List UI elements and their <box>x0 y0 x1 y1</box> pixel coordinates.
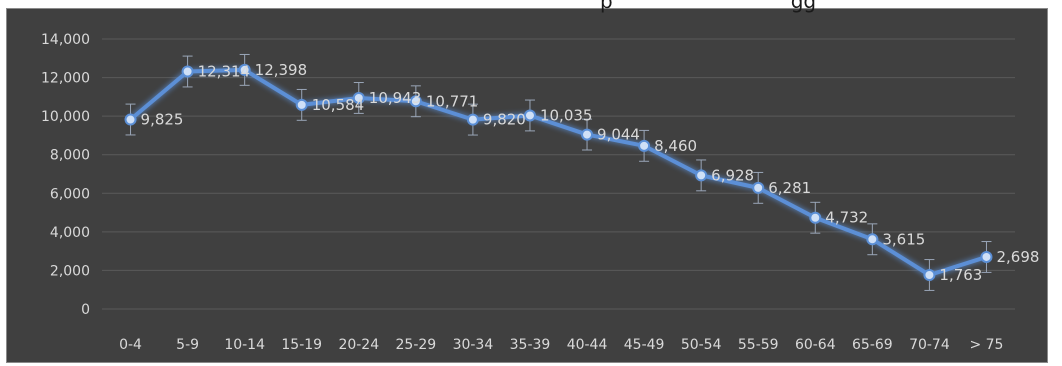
y-tick-label: 0 <box>81 302 90 318</box>
x-tick-label: 5-9 <box>176 337 199 353</box>
x-tick-label: 30-34 <box>453 337 494 353</box>
data-point <box>752 181 765 194</box>
data-label: 4,732 <box>825 209 868 227</box>
data-label: 1,763 <box>939 266 982 284</box>
data-point <box>352 91 365 104</box>
x-tick-label: 20-24 <box>338 337 379 353</box>
title-strip: p gg <box>600 0 816 13</box>
data-label: 9,044 <box>597 126 640 144</box>
series-line <box>129 67 988 277</box>
data-label: 3,615 <box>882 230 925 248</box>
x-tick-label: 50-54 <box>681 337 722 353</box>
data-label: 2,698 <box>996 248 1039 266</box>
data-label: 10,584 <box>312 96 365 114</box>
x-tick-label: 70-74 <box>909 337 950 353</box>
x-tick-label: 15-19 <box>281 337 322 353</box>
data-label: 9,820 <box>483 111 526 129</box>
error-bars <box>125 53 992 291</box>
x-tick-label: 10-14 <box>224 337 265 353</box>
x-tick-label: 65-69 <box>852 337 893 353</box>
data-point <box>866 233 879 246</box>
data-point <box>238 63 251 76</box>
x-tick-label: 25-29 <box>396 337 437 353</box>
data-label: 10,035 <box>540 106 593 124</box>
data-label: 10,943 <box>369 89 422 107</box>
data-markers <box>124 63 993 281</box>
data-point <box>923 268 936 281</box>
x-tick-label: > 75 <box>969 337 1003 353</box>
data-point <box>980 250 993 263</box>
y-tick-label: 14,000 <box>41 32 90 48</box>
data-label: 6,281 <box>768 179 811 197</box>
y-tick-label: 2,000 <box>50 263 90 279</box>
data-label: 12,398 <box>255 61 308 79</box>
series-polyline <box>129 67 988 277</box>
data-label: 8,460 <box>654 137 697 155</box>
x-tick-label: 55-59 <box>738 337 779 353</box>
x-tick-label: 45-49 <box>624 337 665 353</box>
data-point <box>181 65 194 78</box>
data-point <box>809 211 822 224</box>
x-tick-label: 0-4 <box>119 337 142 353</box>
data-label: 10,771 <box>426 92 479 110</box>
y-axis-tick-labels: 0 2,000 4,000 6,000 8,000 10,000 12,000 14,000 <box>41 32 90 318</box>
data-point <box>695 169 708 182</box>
line-chart: 02,0004,0006,0008,00010,00012,00014,000 … <box>41 32 1040 353</box>
x-tick-label: 40-44 <box>567 337 608 353</box>
chart-title-fragment: p gg <box>600 0 816 13</box>
data-label: 9,825 <box>141 111 184 129</box>
data-point <box>409 95 422 108</box>
chart-frame: 0 2,000 4,000 6,000 8,000 10,000 12,000 14,000 … <box>6 8 1048 363</box>
x-tick-label: 35-39 <box>510 337 551 353</box>
data-label: 12,314 <box>198 63 251 81</box>
y-tick-label: 12,000 <box>41 71 90 87</box>
data-point <box>466 113 479 126</box>
data-point <box>523 109 536 122</box>
data-label: 6,928 <box>711 166 754 184</box>
x-tick-label: 60-64 <box>795 337 836 353</box>
y-tick-label: 8,000 <box>50 148 90 164</box>
data-point <box>581 128 594 141</box>
y-tick-label: 4,000 <box>50 225 90 241</box>
data-point <box>638 139 651 152</box>
x-axis-tick-labels: 0-4 5-9 10-14 15-19 20-24 25-29 30-34 35-39 40-4… <box>119 337 1003 353</box>
data-point <box>124 113 137 126</box>
y-tick-label: 6,000 <box>50 186 90 202</box>
y-tick-label: 10,000 <box>41 109 90 125</box>
data-point <box>295 98 308 111</box>
